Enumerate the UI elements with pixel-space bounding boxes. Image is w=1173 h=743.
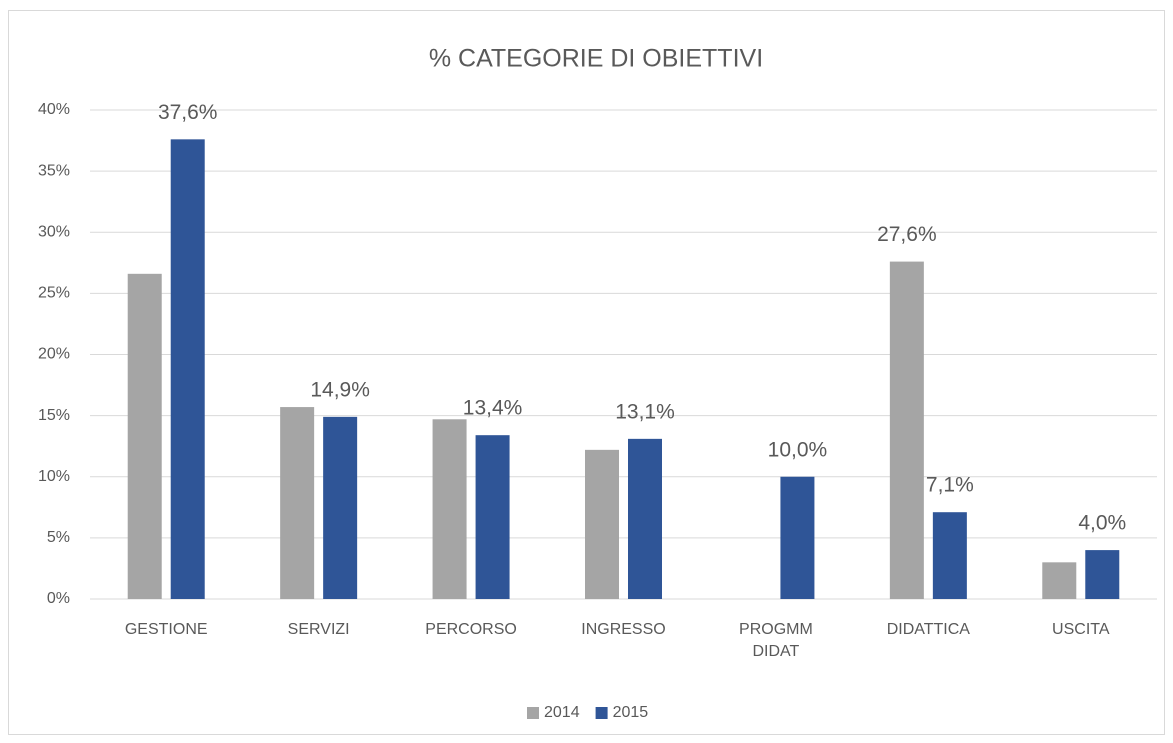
y-tick-label: 5% [47, 529, 70, 546]
bar [1085, 550, 1120, 599]
x-tick-label: PROGMM DIDAT [739, 621, 813, 660]
x-tick-label: USCITA [1052, 621, 1110, 638]
x-tick-label-box: SERVIZI [287, 621, 350, 638]
bar [780, 476, 815, 599]
legend-label: 2014 [544, 704, 580, 721]
bar [127, 273, 162, 599]
data-label: 7,1% [926, 474, 974, 497]
data-label: 27,6% [877, 223, 937, 246]
y-tick-label: 30% [38, 223, 70, 240]
y-tick-label: 15% [38, 407, 70, 424]
x-tick-label-box: PERCORSO [425, 621, 517, 638]
y-tick-label: 0% [47, 590, 70, 607]
bar [170, 139, 205, 599]
y-tick-label: 25% [38, 285, 70, 302]
x-tick-label: PERCORSO [425, 621, 517, 638]
bar [1042, 562, 1077, 599]
data-label: 13,4% [463, 397, 523, 420]
legend-swatch [595, 707, 608, 719]
bar [585, 449, 619, 599]
y-tick-label: 10% [38, 468, 70, 485]
data-label: 13,1% [615, 400, 675, 423]
data-label: 10,0% [768, 438, 828, 461]
y-tick-label: 35% [38, 162, 70, 179]
y-tick-label: 20% [38, 346, 70, 363]
chart-title: % CATEGORIE DI OBIETTIVI [429, 45, 763, 73]
x-tick-label: DIDATTICA [886, 621, 970, 638]
bar [280, 407, 315, 599]
data-label: 4,0% [1078, 512, 1126, 535]
legend-label: 2015 [613, 704, 649, 721]
data-label: 37,6% [158, 101, 218, 124]
bar [628, 438, 662, 599]
x-tick-label: SERVIZI [287, 621, 350, 638]
y-tick-label: 40% [38, 101, 70, 118]
bar [932, 512, 967, 599]
x-tick-label-box: PROGMM DIDAT [739, 621, 813, 660]
x-tick-label: INGRESSO [581, 621, 666, 638]
x-tick-label-box: GESTIONE [124, 621, 208, 638]
bar [432, 419, 467, 599]
x-tick-label-box: INGRESSO [581, 621, 666, 638]
bar [475, 435, 510, 599]
bar [323, 416, 358, 599]
legend-swatch [527, 707, 539, 719]
x-tick-label: GESTIONE [124, 621, 208, 638]
bar [889, 261, 924, 599]
x-tick-label-box: USCITA [1052, 621, 1110, 638]
x-tick-label-box: DIDATTICA [886, 621, 970, 638]
data-label: 14,9% [310, 378, 370, 401]
